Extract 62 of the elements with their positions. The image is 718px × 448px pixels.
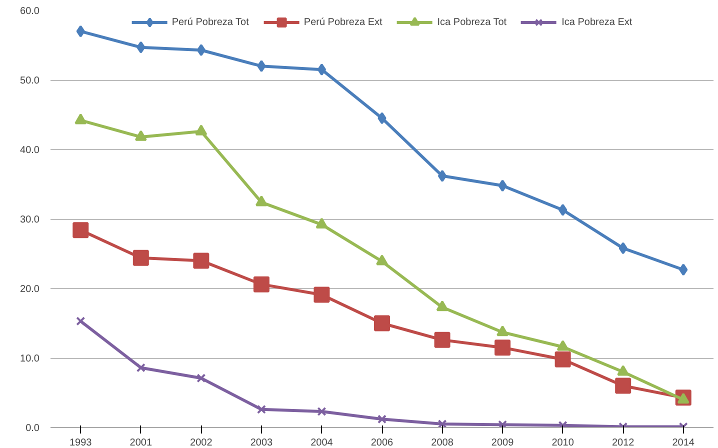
point [132,250,149,266]
point [498,180,507,192]
point [195,124,208,136]
point [436,300,448,312]
x-tick-label: 2010 [552,438,574,448]
point [196,374,206,383]
point [76,316,86,326]
x-tick-label: 2014 [672,438,695,448]
point [494,340,511,356]
point [72,222,89,238]
point [558,420,568,428]
point [617,365,630,376]
point [316,218,328,228]
point [74,114,87,124]
point [615,378,632,394]
y-tick-label: 60.0 [20,6,40,17]
point [498,420,508,428]
point [377,414,387,424]
legend-label: Perú Pobreza Ext [304,16,382,28]
x-tick-label: 2004 [310,438,334,448]
point [196,44,206,56]
point [556,340,569,351]
point [376,254,388,266]
x-tick-label: 2012 [612,438,635,448]
point [438,419,447,428]
x-tick-label: 2003 [250,438,274,448]
point [255,196,268,206]
point [374,315,390,332]
y-tick-label: 30.0 [20,214,40,226]
y-tick-label: 40.0 [20,145,40,156]
point [314,286,330,303]
point [554,351,571,368]
point [317,64,326,76]
point [618,242,628,254]
legend-label: Perú Pobreza Tot [172,16,249,28]
point [317,406,326,416]
point [558,204,568,216]
x-tick-label: 2002 [190,438,213,448]
point [134,130,147,141]
x-tick-label: 2006 [370,438,394,448]
point [253,276,270,292]
point [136,41,146,54]
legend-label: Ica Pobreza Tot [437,16,507,28]
point [434,332,450,348]
point [257,60,266,72]
y-tick-label: 20.0 [20,284,40,295]
point [136,363,146,372]
point [438,170,447,182]
point [76,25,85,38]
point [378,112,386,124]
x-tick-label: 2009 [491,438,514,448]
point [679,264,688,276]
point [256,404,266,414]
x-tick-label: 1993 [70,438,92,448]
point [496,326,509,336]
point [193,252,210,269]
x-tick-label: 2001 [130,438,152,448]
x-tick-label: 2008 [431,438,454,448]
y-tick-label: 10.0 [20,354,40,364]
y-tick-label: 50.0 [20,76,40,86]
legend-label: Ica Pobreza Ext [562,16,632,28]
y-tick-label: 0.0 [26,423,40,434]
